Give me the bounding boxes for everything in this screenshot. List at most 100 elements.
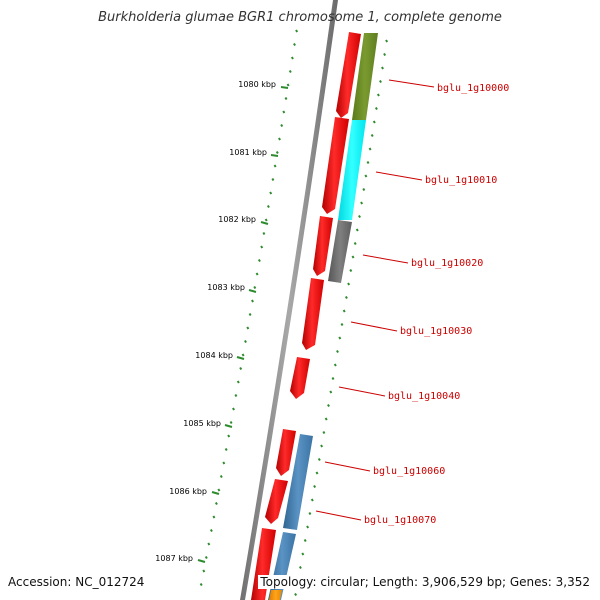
outer-tick <box>338 336 342 340</box>
outer-tick <box>385 39 389 43</box>
scale-dot <box>241 353 245 357</box>
scale-dot <box>232 407 235 411</box>
scale-dot <box>278 137 281 141</box>
outer-tick <box>310 498 314 502</box>
scale-dot <box>217 488 221 492</box>
scale-dot <box>202 569 206 573</box>
outer-tick <box>360 201 364 205</box>
outer-tick <box>383 52 387 57</box>
scale-dot <box>257 258 261 263</box>
scale-dot <box>295 29 299 33</box>
scale-dot <box>212 515 216 519</box>
scale-tick-1083 <box>248 289 257 293</box>
scale-tick-1087 <box>197 559 206 563</box>
outer-tick <box>368 147 372 151</box>
scale-tick-1081 <box>270 154 279 157</box>
scale-dot <box>251 299 254 303</box>
topology-label: Topology: circular; Length: 3,906,529 bp… <box>258 575 590 589</box>
outer-tick <box>376 93 380 97</box>
scale-label-1084: 1084 kbp <box>195 351 233 360</box>
gene-label-1: bglu_1g10000 <box>437 83 509 94</box>
scale-dot <box>224 447 228 452</box>
gene-leader-1 <box>388 79 435 88</box>
scale-tick-1086 <box>211 491 220 495</box>
gene-labels: bglu_1g10000 bglu_1g10010 bglu_1g10020 b… <box>364 83 509 526</box>
outer-tick <box>303 538 307 543</box>
scale-dot <box>219 474 223 479</box>
outer-tick <box>340 322 344 327</box>
scale-dot <box>264 218 268 222</box>
chromosome-backbone <box>240 0 338 600</box>
gene-label-3: bglu_1g10020 <box>411 258 483 269</box>
scale-dot <box>275 150 279 155</box>
scale-dot <box>234 393 238 398</box>
outer-tick <box>320 444 324 448</box>
outer-tick <box>308 511 312 516</box>
cog-segment-gray <box>328 220 352 283</box>
scale-dot <box>262 231 266 236</box>
gene-arrow-5 <box>290 357 310 399</box>
gene-leader-4 <box>350 321 398 332</box>
outer-tick <box>379 79 382 84</box>
gene-label-5: bglu_1g10040 <box>388 391 460 402</box>
gene-arrows <box>251 32 361 600</box>
scale-dot <box>286 83 290 87</box>
gene-leader-6 <box>324 461 371 472</box>
outer-tick <box>353 241 357 246</box>
outer-tick <box>306 525 310 529</box>
scale-dot <box>290 56 294 60</box>
scale-label-1086: 1086 kbp <box>169 487 207 496</box>
scale-dot <box>199 582 203 587</box>
scale-dot <box>229 420 233 425</box>
scale-dot <box>227 434 231 438</box>
scale-dot <box>209 528 213 533</box>
gene-label-2: bglu_1g10010 <box>425 175 497 186</box>
scale-dot <box>207 542 211 546</box>
scale-dot <box>236 380 240 384</box>
scale-dot <box>280 123 284 128</box>
scale-dot <box>204 555 208 560</box>
scale-label-1080: 1080 kbp <box>238 80 276 89</box>
gene-arrow-2 <box>322 117 349 214</box>
outer-tick <box>324 417 328 421</box>
outer-tick <box>329 390 333 394</box>
scale-ticks: 1080 kbp 1081 kbp 1082 kbp 1083 kbp 1084… <box>155 80 289 563</box>
gene-arrow-3 <box>313 216 333 276</box>
gene-label-6: bglu_1g10060 <box>373 466 445 477</box>
gene-arrow-8 <box>251 528 276 600</box>
scale-dot <box>273 164 277 168</box>
scale-label-1085: 1085 kbp <box>183 419 221 428</box>
cog-strand <box>268 33 378 600</box>
gene-arrow-7 <box>265 479 288 524</box>
scale-dot <box>271 177 275 182</box>
outer-tick <box>317 457 321 462</box>
accession-label: Accession: NC_012724 <box>8 575 145 589</box>
scale-tick-1084 <box>236 356 245 360</box>
gene-arrow-1 <box>336 32 361 118</box>
scale-dot <box>284 96 288 101</box>
outer-tick <box>336 349 339 354</box>
outer-tick <box>358 214 361 219</box>
scale-dot <box>244 339 247 344</box>
scale-dot <box>293 42 296 47</box>
outer-tick <box>298 565 302 570</box>
outer-tick <box>351 255 355 259</box>
scale-dot <box>214 501 218 506</box>
gene-label-7: bglu_1g10070 <box>364 515 436 526</box>
outer-tick <box>327 403 330 408</box>
outer-tick <box>344 295 348 300</box>
cog-segment-green <box>352 33 378 120</box>
outer-tick <box>366 160 370 165</box>
scale-dot <box>253 285 257 290</box>
scale-label-1081: 1081 kbp <box>229 148 267 157</box>
scale-dot <box>239 366 243 371</box>
map-title: Burkholderia glumae BGR1 chromosome 1, c… <box>98 10 502 25</box>
gene-label-4: bglu_1g10030 <box>400 326 472 337</box>
outer-tick <box>364 174 368 178</box>
scale-dot <box>282 110 286 114</box>
outer-tick <box>349 268 353 273</box>
outer-tick <box>315 471 319 475</box>
outer-tick <box>381 66 384 70</box>
cog-segment-orange <box>269 590 282 600</box>
